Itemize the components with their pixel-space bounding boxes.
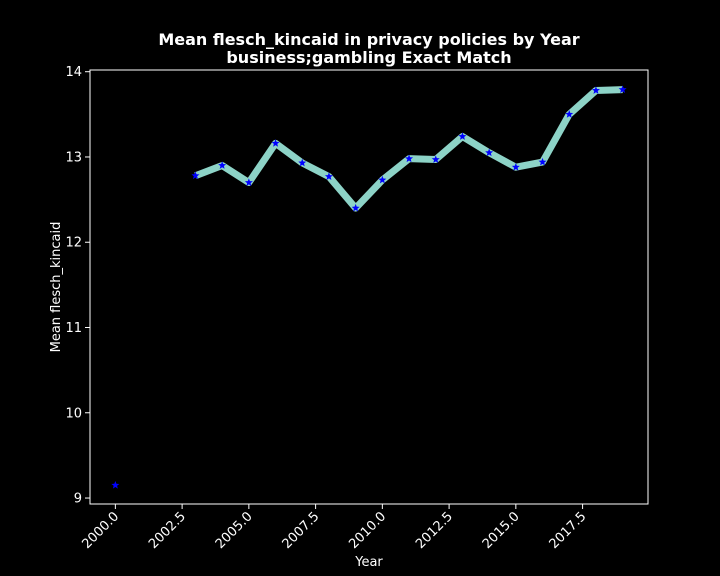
x-tick-label: 2010.0 xyxy=(346,509,389,552)
y-tick-label: 12 xyxy=(65,236,82,251)
y-axis-label: Mean flesch_kincaid xyxy=(49,222,64,353)
data-point-marker xyxy=(538,157,547,166)
data-point-marker xyxy=(244,178,253,186)
x-tick-label: 2005.0 xyxy=(213,509,256,552)
data-point-marker xyxy=(351,203,360,212)
data-point-marker xyxy=(618,85,627,94)
y-tick-label: 13 xyxy=(65,150,82,165)
x-tick-label: 2012.5 xyxy=(413,509,456,552)
x-tick-label: 2015.0 xyxy=(480,509,523,552)
data-point-marker xyxy=(405,154,414,163)
plot-area xyxy=(111,85,627,489)
data-point-marker xyxy=(565,110,574,118)
y-tick-label: 14 xyxy=(65,65,82,80)
data-point-marker xyxy=(111,481,120,489)
chart-title-line-1: Mean flesch_kincaid in privacy policies … xyxy=(158,30,579,49)
data-point-marker xyxy=(591,86,600,94)
data-point-marker xyxy=(378,175,387,184)
x-tick-label: 2002.5 xyxy=(146,509,189,552)
data-point-marker xyxy=(324,172,333,180)
x-tick-label: 2007.5 xyxy=(280,509,323,552)
data-point-marker xyxy=(218,161,227,169)
axes: 2000.0 2002.5 2005.0 2007.5 2010.0 2012.5 2015… xyxy=(65,65,649,552)
data-point-marker xyxy=(431,155,440,163)
series-line-segment xyxy=(194,86,623,212)
x-tick-label: 2017.5 xyxy=(547,509,590,552)
data-point-marker xyxy=(191,171,200,180)
data-point-marker xyxy=(298,158,307,167)
data-point-marker xyxy=(271,139,280,147)
data-point-marker xyxy=(485,148,494,157)
axes-frame xyxy=(89,69,649,505)
x-tick-label: 2000.0 xyxy=(79,509,122,552)
y-tick-label: 11 xyxy=(65,321,82,336)
chart-title-line-2: business;gambling Exact Match xyxy=(226,48,511,67)
data-point-marker xyxy=(511,163,520,171)
y-tick-label: 10 xyxy=(65,406,82,421)
x-axis-label: Year xyxy=(354,555,383,570)
data-point-marker xyxy=(458,132,467,140)
y-tick-label: 9 xyxy=(74,492,82,507)
